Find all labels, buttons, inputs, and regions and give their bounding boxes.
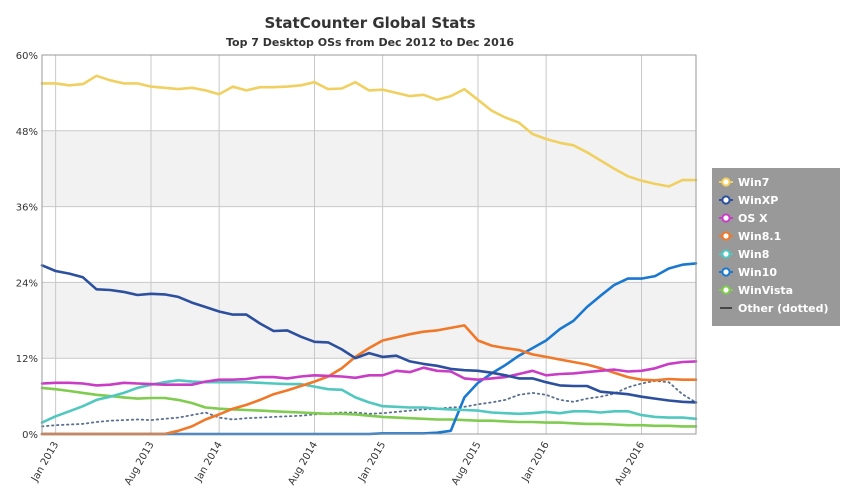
series-line-win7	[40, 74, 698, 188]
legend-label: Other (dotted)	[738, 302, 829, 315]
legend-label: Win7	[738, 176, 769, 189]
legend-label: Win8.1	[738, 230, 781, 243]
plot-border	[41, 54, 697, 435]
legend-box	[712, 168, 840, 326]
legend-marker-dot	[721, 285, 731, 295]
legend-label: Win10	[738, 266, 777, 279]
legend: Win7 WinXP OS X Win8.1 Win8 Win10 WinVista Othe…	[712, 168, 840, 326]
legend-label: WinXP	[738, 194, 778, 207]
background-bands	[42, 55, 696, 434]
background-band	[42, 206, 696, 283]
y-axis-ticks: 0% 12% 24% 36% 48% 60%	[16, 51, 38, 441]
series-line-winvista	[40, 386, 698, 428]
legend-label: WinVista	[738, 284, 793, 297]
y-tick-label: 24%	[16, 278, 38, 289]
legend-label: Win8	[738, 248, 769, 261]
chart-subtitle: Top 7 Desktop OSs from Dec 2012 to Dec 2…	[226, 36, 514, 49]
series-lines	[40, 74, 698, 436]
y-tick-label: 12%	[16, 354, 38, 365]
series-line-other	[41, 379, 697, 428]
y-tick-label: 48%	[16, 127, 38, 138]
background-band	[42, 130, 696, 207]
series-line-os-x	[40, 360, 698, 387]
legend-marker-dot	[721, 195, 731, 205]
y-tick-label: 36%	[16, 203, 38, 214]
y-tick-label: 0%	[22, 430, 38, 441]
chart-title: StatCounter Global Stats	[264, 14, 475, 32]
background-band	[42, 55, 696, 131]
legend-marker-dot	[721, 231, 731, 241]
legend-marker-dot	[721, 267, 731, 277]
legend-marker-dot	[721, 177, 731, 187]
legend-label: OS X	[738, 212, 768, 225]
legend-marker-dot	[721, 213, 731, 223]
y-tick-label: 60%	[16, 51, 38, 62]
legend-marker-dot	[721, 249, 731, 259]
series-line-winxp	[40, 263, 698, 404]
